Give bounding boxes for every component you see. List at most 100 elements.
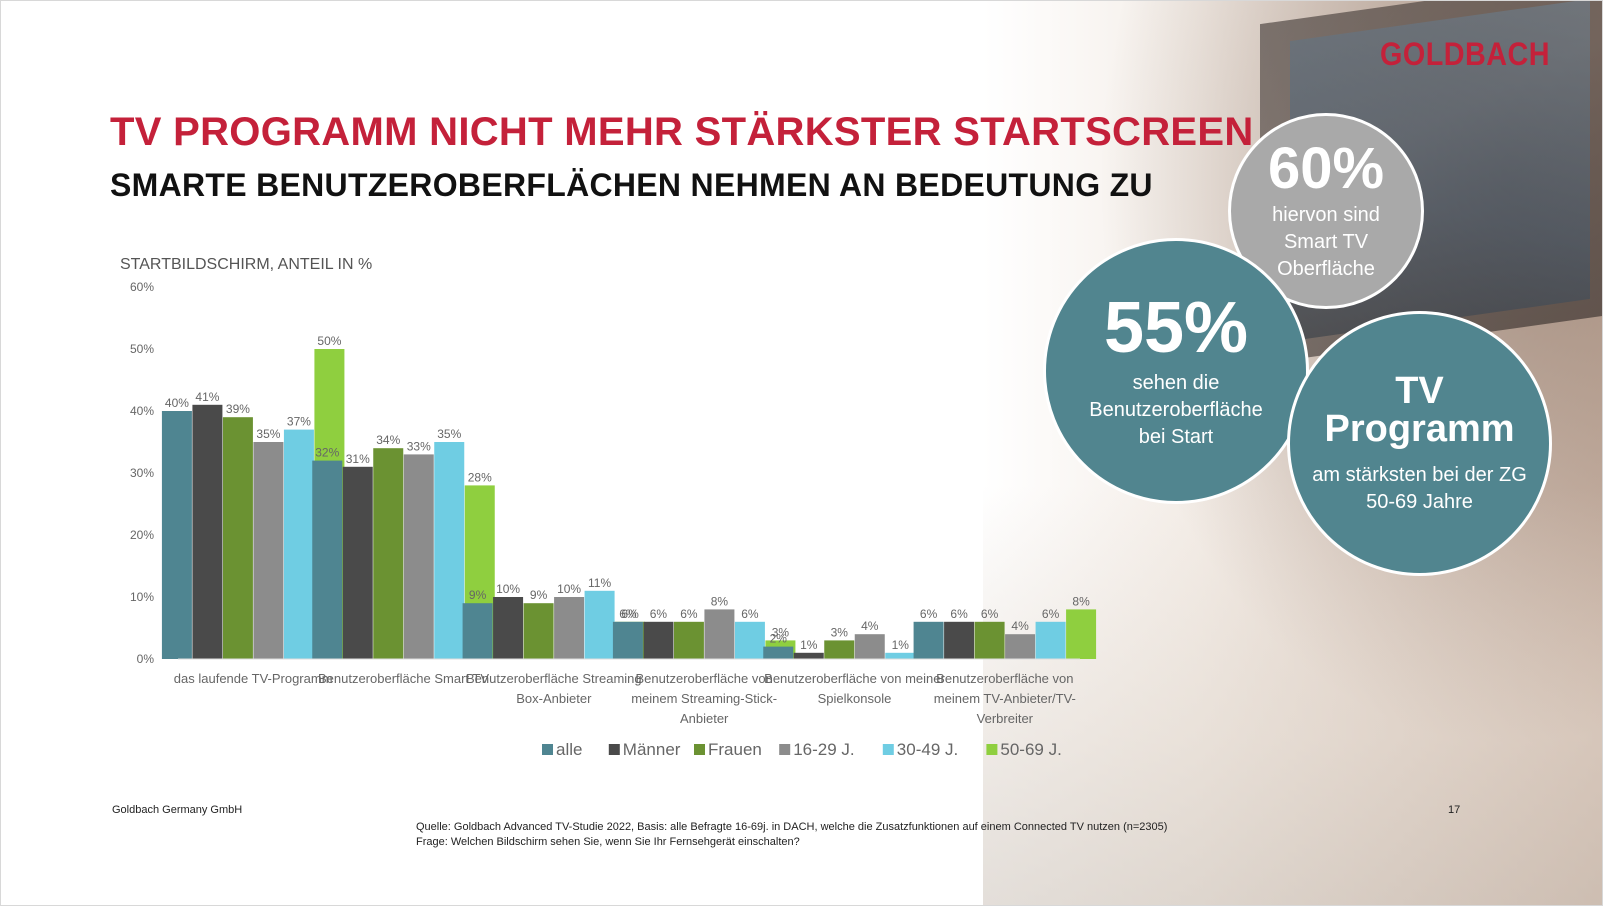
bar	[253, 442, 284, 659]
data-label: 41%	[195, 390, 219, 404]
data-label: 6%	[741, 607, 759, 621]
bar	[434, 442, 465, 659]
bar	[403, 454, 434, 659]
callout-tv-programm: TV Programm am stärksten bei der ZG 50-6…	[1287, 311, 1552, 576]
data-label: 4%	[1011, 619, 1029, 633]
data-label: 50%	[317, 334, 341, 348]
data-label: 6%	[650, 607, 668, 621]
chart-title: STARTBILDSCHIRM, ANTEIL IN %	[120, 256, 373, 273]
legend-swatch	[542, 744, 553, 755]
data-label: 28%	[468, 470, 492, 484]
goldbach-logo: GOLDBACH	[1380, 36, 1550, 72]
x-category-label: Box-Anbieter	[516, 691, 592, 706]
legend-label: 16-29 J.	[793, 740, 854, 759]
x-category-label: das laufende TV-Programm	[174, 671, 333, 686]
x-category-label: Verbreiter	[977, 711, 1034, 726]
legend-label: 30-49 J.	[897, 740, 958, 759]
legend-label: Frauen	[708, 740, 762, 759]
y-tick-label: 40%	[130, 404, 154, 418]
data-label: 6%	[619, 607, 637, 621]
callout-value: TV	[1395, 369, 1444, 412]
bar	[493, 597, 524, 659]
bar	[793, 652, 824, 659]
data-label: 6%	[680, 607, 698, 621]
y-tick-label: 20%	[130, 528, 154, 542]
bar	[673, 621, 704, 659]
bar	[161, 411, 192, 659]
data-label: 9%	[530, 588, 548, 602]
bar	[554, 597, 585, 659]
data-label: 8%	[1072, 594, 1090, 608]
callout-value: 60%	[1267, 135, 1385, 201]
bar	[944, 621, 975, 659]
page-number: 17	[1448, 804, 1461, 816]
callout-text-line: Oberfläche	[1277, 257, 1375, 280]
bar	[854, 634, 885, 659]
data-label: 10%	[557, 582, 581, 596]
x-category-label: Benutzeroberfläche von meiner	[764, 671, 945, 686]
bar	[373, 448, 404, 659]
data-label: 1%	[892, 638, 910, 652]
callout-text-line: sehen die	[1132, 371, 1220, 394]
legend-swatch	[694, 744, 705, 755]
legend-label: alle	[556, 740, 582, 759]
y-tick-label: 50%	[130, 342, 154, 356]
legend-swatch	[882, 744, 894, 755]
data-label: 8%	[711, 594, 729, 608]
x-category-label: Benutzeroberfläche Smart TV	[318, 671, 489, 686]
bar	[704, 609, 735, 659]
data-label: 6%	[920, 607, 938, 621]
bar	[283, 429, 314, 659]
bar	[763, 646, 794, 659]
bar	[734, 621, 765, 659]
data-label: 6%	[950, 607, 968, 621]
bar	[913, 621, 944, 659]
bar	[192, 404, 223, 659]
data-label: 10%	[496, 582, 520, 596]
bar	[643, 621, 674, 659]
data-label: 35%	[437, 427, 461, 441]
callout-text-line: bei Start	[1138, 425, 1214, 448]
callout-value: Programm	[1324, 407, 1515, 450]
bar	[222, 417, 253, 659]
y-tick-label: 60%	[130, 280, 154, 294]
y-tick-label: 30%	[130, 466, 154, 480]
bar	[974, 621, 1005, 659]
bar	[1005, 634, 1036, 659]
data-label: 11%	[588, 576, 611, 590]
page-subtitle: SMARTE BENUTZEROBERFLÄCHEN NEHMEN AN BED…	[110, 167, 1153, 203]
x-category-label: Benutzeroberfläche von	[636, 671, 773, 686]
bar	[584, 590, 615, 659]
data-label: 1%	[800, 638, 818, 652]
legend-label: 50-69 J.	[1000, 740, 1061, 759]
floor-image	[983, 486, 1603, 906]
data-label: 3%	[772, 625, 790, 639]
callout-text-line: am stärksten bei der ZG	[1312, 463, 1527, 486]
callout-text-line: hiervon sind	[1272, 203, 1380, 226]
data-label: 31%	[346, 452, 370, 466]
source-text: Quelle: Goldbach Advanced TV-Studie 2022…	[416, 821, 1168, 833]
data-label: 4%	[861, 619, 879, 633]
footer-company: Goldbach Germany GmbH	[112, 804, 243, 816]
bar-chart: 0% 10% 20% 30% 40% 50% 60% 40% 41% 39% 35% 37% 50% da…	[130, 280, 1097, 759]
callout-text-line: Benutzeroberfläche	[1089, 398, 1263, 421]
legend-swatch	[779, 744, 791, 755]
bar	[462, 603, 493, 659]
bar	[885, 652, 916, 659]
legend-swatch	[986, 744, 998, 755]
data-label: 32%	[315, 446, 339, 460]
bar	[1066, 609, 1097, 659]
source-note: Quelle: Goldbach Advanced TV-Studie 2022…	[416, 820, 1167, 850]
legend-swatch	[608, 744, 620, 755]
legend-label: Männer	[623, 740, 681, 759]
x-category-label: meinem TV-Anbieter/TV-	[934, 691, 1076, 706]
data-label: 6%	[981, 607, 999, 621]
bar	[612, 621, 643, 659]
y-tick-label: 10%	[130, 590, 154, 604]
bar	[824, 640, 855, 659]
callout-text-line: Smart TV	[1283, 230, 1369, 253]
x-category-label: meinem Streaming-Stick-	[631, 691, 777, 706]
question-text: Frage: Welchen Bildschirm sehen Sie, wen…	[416, 836, 800, 848]
bar	[1035, 621, 1066, 659]
